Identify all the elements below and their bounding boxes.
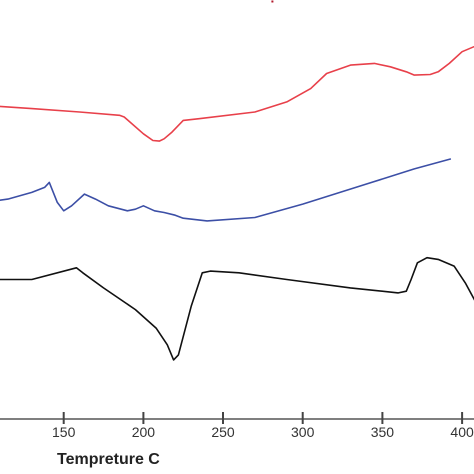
- x-tick-label: 350: [371, 424, 395, 440]
- series-layer: [0, 45, 474, 361]
- x-tick-label: 400: [450, 424, 474, 440]
- x-tick-label: 250: [211, 424, 235, 440]
- stray-mark-2: [271, 0, 274, 3]
- series-line-1: [0, 45, 474, 142]
- stray-marks-layer: [271, 0, 274, 3]
- x-axis-ticks: 100150200250300350400: [52, 412, 474, 440]
- x-axis-title: Tempreture C: [57, 451, 160, 468]
- series-line-3: [0, 256, 474, 361]
- x-tick-label: 150: [52, 424, 76, 440]
- x-tick-label: 300: [291, 424, 315, 440]
- series-line-2: [0, 158, 452, 222]
- x-tick-label: 200: [132, 424, 156, 440]
